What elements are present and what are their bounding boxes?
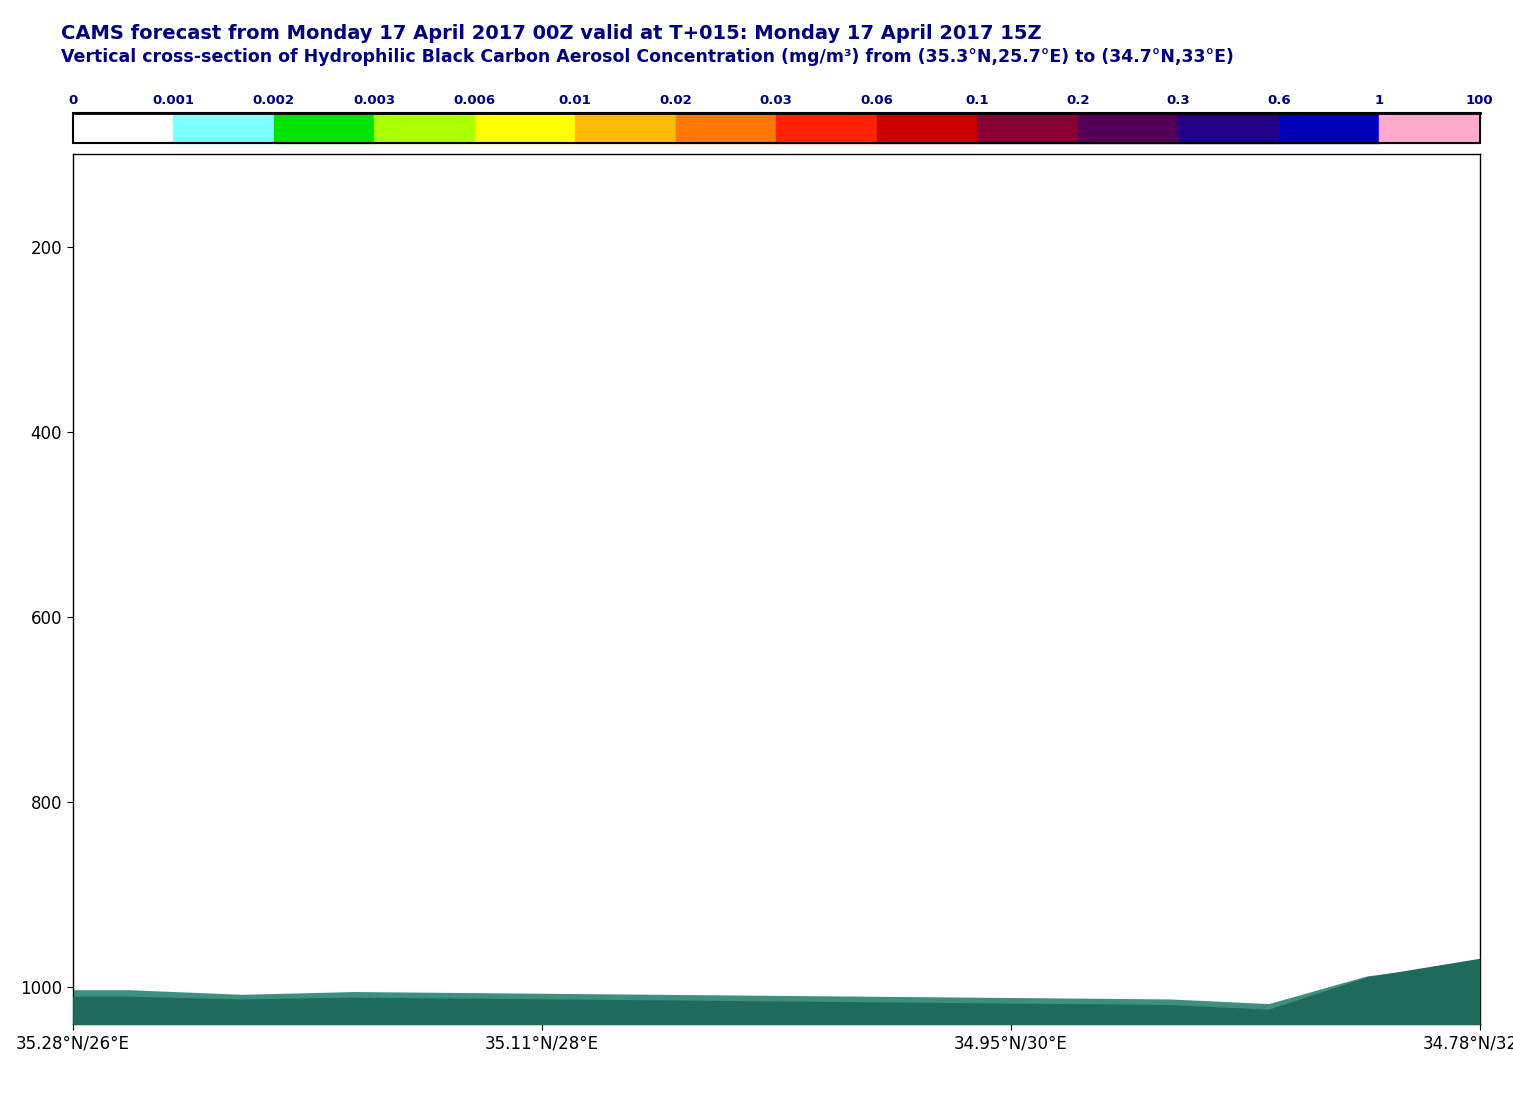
Text: 0.2: 0.2 xyxy=(1067,94,1089,107)
Text: 0.1: 0.1 xyxy=(965,94,990,107)
Text: 0.002: 0.002 xyxy=(253,94,295,107)
Text: 0.01: 0.01 xyxy=(558,94,592,107)
Text: 0.3: 0.3 xyxy=(1167,94,1191,107)
Text: 0.003: 0.003 xyxy=(353,94,395,107)
Text: Vertical cross-section of Hydrophilic Black Carbon Aerosol Concentration (mg/m³): Vertical cross-section of Hydrophilic Bl… xyxy=(61,48,1233,66)
Text: 0.001: 0.001 xyxy=(153,94,194,107)
Text: 100: 100 xyxy=(1466,94,1493,107)
Text: CAMS forecast from Monday 17 April 2017 00Z valid at T+015: Monday 17 April 2017: CAMS forecast from Monday 17 April 2017 … xyxy=(61,24,1041,43)
Text: 0: 0 xyxy=(68,94,77,107)
Text: 0.6: 0.6 xyxy=(1266,94,1291,107)
Text: 0.02: 0.02 xyxy=(660,94,691,107)
Text: 0.006: 0.006 xyxy=(454,94,496,107)
Text: 1: 1 xyxy=(1375,94,1384,107)
Text: 0.03: 0.03 xyxy=(760,94,793,107)
Text: 0.06: 0.06 xyxy=(861,94,893,107)
